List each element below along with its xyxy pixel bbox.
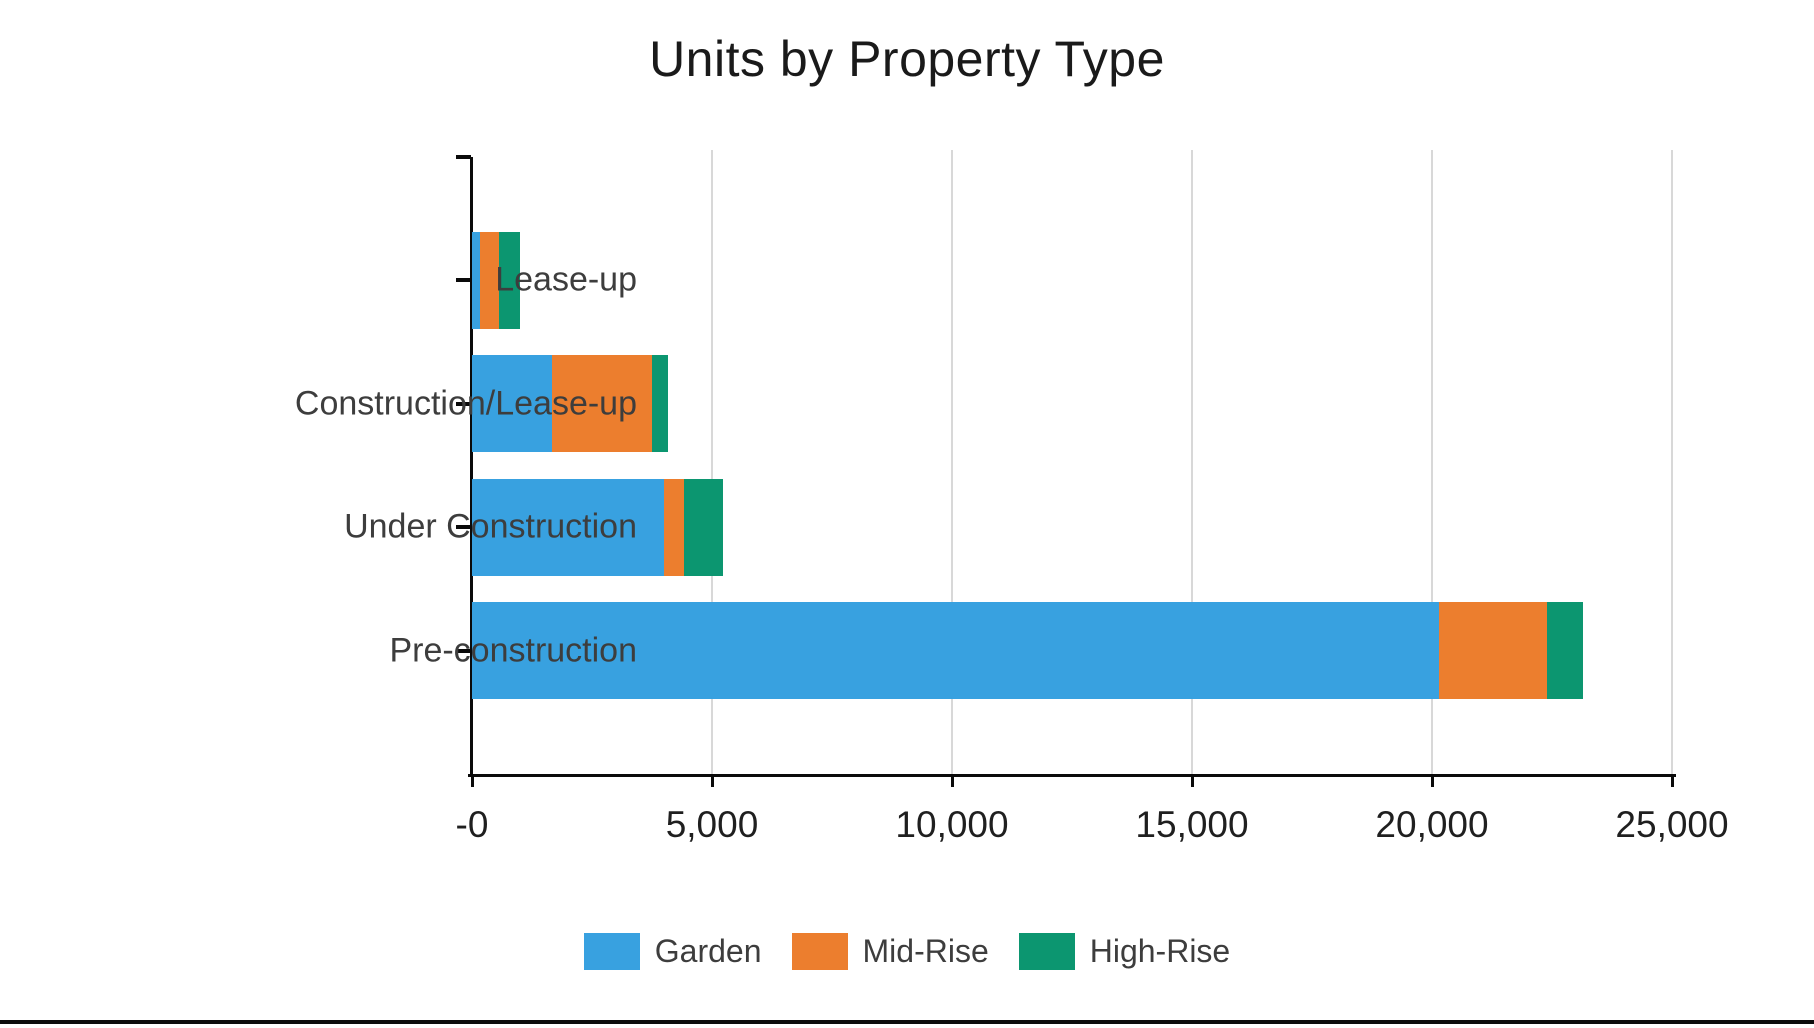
bar-row [472,602,1584,700]
bottom-border-line [0,1020,1814,1024]
legend-label: High-Rise [1089,932,1231,969]
bar-row [472,478,724,576]
x-axis-tick-label: 10,000 [895,804,1009,845]
legend-item-mid-rise: Mid-Rise [791,932,989,970]
x-axis-tick-label: 5,000 [665,804,759,845]
vertical-gridline [951,150,953,774]
vertical-gridline [1191,150,1193,774]
bar-row [472,231,520,329]
x-axis-tick-label: 20,000 [1375,804,1489,845]
legend-label: Mid-Rise [862,932,989,969]
bar-segment-high-rise [1547,602,1584,700]
bar-segment-high-rise [684,478,724,576]
x-axis-tick-label: 25,000 [1615,804,1729,845]
bar-segment-garden [472,355,553,453]
bar-row [472,355,668,453]
x-axis-tick-label: 15,000 [1135,804,1249,845]
bar-segment-high-rise [651,355,668,453]
bar-segment-garden [472,231,481,329]
legend-swatch [583,932,640,970]
x-axis-tick [711,774,714,787]
legend-item-garden: Garden [583,932,762,970]
bar-segment-mid-rise [664,478,685,576]
category-label: Lease-up [495,260,637,299]
category-label: Under Construction [344,507,637,546]
y-axis-line [470,157,473,777]
y-axis-tick [456,278,471,283]
vertical-gridline [711,150,713,774]
vertical-gridline [1431,150,1433,774]
x-axis-tick [1191,774,1194,787]
bar-segment-mid-rise [1439,602,1548,700]
bar-segment-high-rise [499,231,520,329]
bar-segment-mid-rise [480,231,500,329]
y-axis-cap-tick [456,155,471,159]
plot-area: -0 5,000 10,000 15,000 20,000 25,000 [456,150,1729,845]
x-axis-line [468,774,1676,777]
category-label: Pre-construction [389,631,637,670]
chart-title: Units by Property Type [649,31,1165,87]
legend-swatch [791,932,848,970]
y-axis-tick [456,525,471,530]
x-axis-tick [471,774,474,787]
vertical-gridline [1671,150,1673,774]
legend-swatch [1018,932,1075,970]
legend: Garden Mid-Rise High-Rise [0,928,1814,974]
legend-item-high-rise: High-Rise [1018,932,1231,970]
x-axis-tick [951,774,954,787]
bar-segment-garden [472,602,1440,700]
bar-segment-garden [472,478,664,576]
x-axis-tick-label: -0 [455,804,489,845]
legend-label: Garden [654,932,762,969]
y-axis-tick [456,648,471,653]
bar-segment-mid-rise [552,355,652,453]
x-axis-tick [1431,774,1434,787]
x-axis-tick [1671,774,1674,787]
y-axis-tick [456,401,471,406]
category-label: Construction/Lease-up [294,384,637,423]
